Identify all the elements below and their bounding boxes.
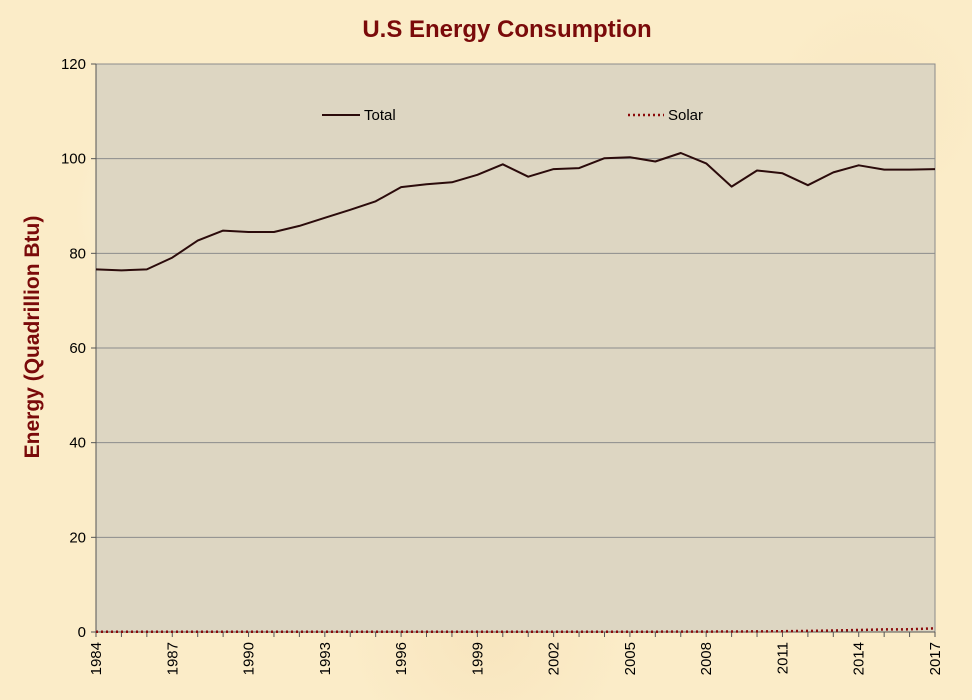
y-tick-label: 20 bbox=[69, 529, 86, 546]
y-axis-title: Energy (Quadrillion Btu) bbox=[21, 216, 44, 459]
x-tick-label: 1990 bbox=[241, 642, 258, 675]
series-line-total bbox=[95, 152, 936, 272]
x-tick-label: 1999 bbox=[469, 642, 486, 675]
y-tick-label: 0 bbox=[78, 624, 86, 641]
x-tick-label: 1987 bbox=[164, 642, 181, 675]
y-tick-label: 100 bbox=[61, 151, 86, 168]
x-tick-label: 2005 bbox=[622, 642, 639, 675]
legend-label-solar: Solar bbox=[668, 107, 703, 124]
legend-label-total: Total bbox=[364, 107, 396, 124]
y-tick-label: 40 bbox=[69, 435, 86, 452]
x-tick-label: 1984 bbox=[88, 642, 105, 675]
x-tick-label: 1996 bbox=[393, 642, 410, 675]
y-tick-label: 60 bbox=[69, 340, 86, 357]
x-tick-label: 2017 bbox=[927, 642, 944, 675]
x-tick-label: 2011 bbox=[774, 642, 791, 674]
x-tick-label: 2002 bbox=[546, 642, 563, 675]
x-tick-label: 2014 bbox=[851, 642, 868, 675]
y-tick-label: 120 bbox=[61, 56, 86, 73]
chart-title: U.S Energy Consumption bbox=[362, 16, 651, 43]
x-tick-label: 2008 bbox=[698, 642, 715, 675]
y-tick-label: 80 bbox=[69, 245, 86, 262]
x-tick-label: 1993 bbox=[317, 642, 334, 675]
